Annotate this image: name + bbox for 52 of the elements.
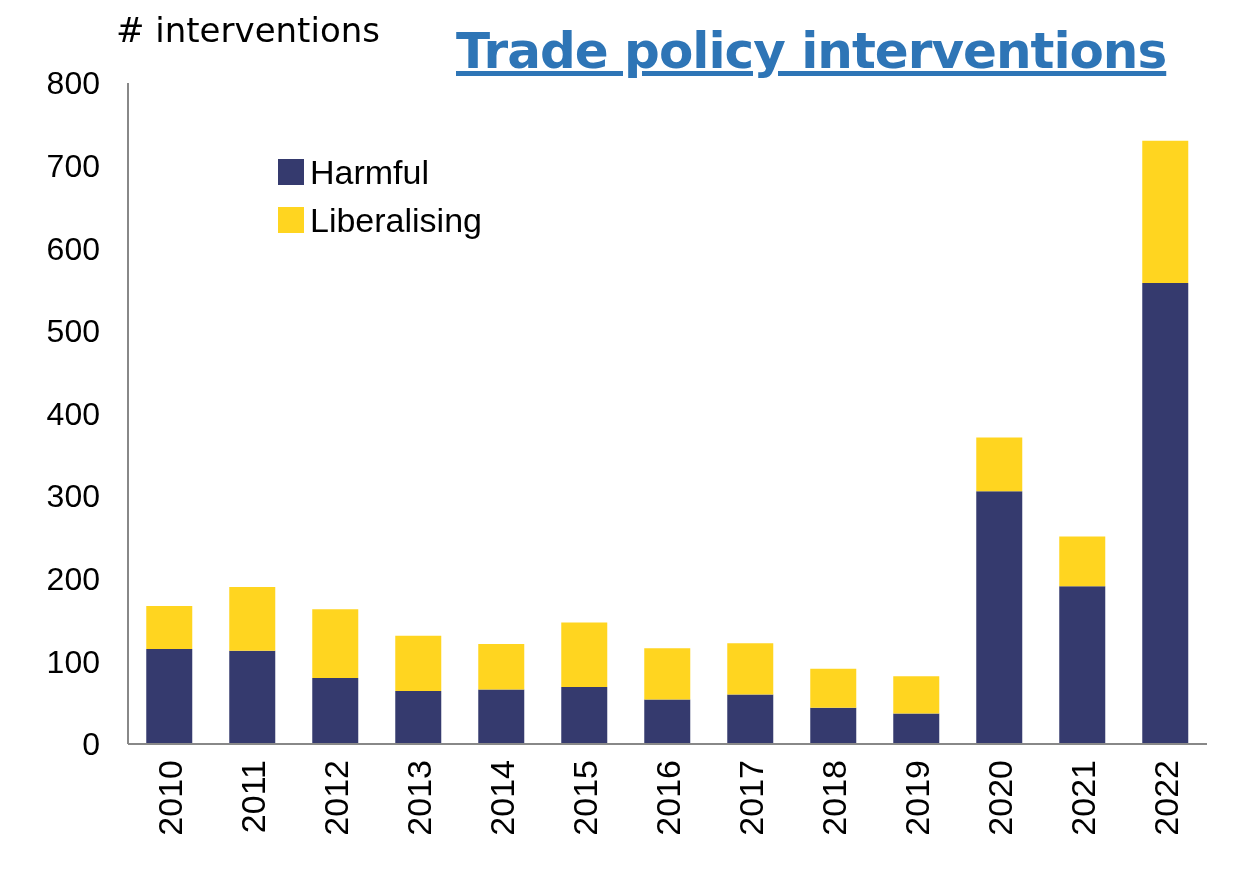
legend-label: Harmful bbox=[310, 152, 430, 193]
bar bbox=[312, 677, 359, 744]
bar bbox=[976, 491, 1023, 744]
y-tick-label: 600 bbox=[46, 230, 100, 267]
x-tick-label: 2021 bbox=[1063, 760, 1102, 836]
bar bbox=[312, 609, 359, 678]
y-tick-label: 400 bbox=[46, 395, 100, 432]
bar bbox=[146, 648, 193, 744]
bar bbox=[1059, 586, 1106, 744]
bar bbox=[727, 643, 774, 695]
x-tick-label: 2010 bbox=[150, 760, 189, 836]
bar bbox=[229, 587, 276, 651]
y-tick-label: 0 bbox=[82, 726, 100, 763]
y-tick-label: 300 bbox=[46, 478, 100, 515]
bar bbox=[1142, 140, 1189, 283]
bar bbox=[395, 691, 442, 744]
bar bbox=[1059, 536, 1106, 587]
bar bbox=[478, 689, 525, 744]
x-tick-label: 2020 bbox=[980, 760, 1019, 836]
y-axis-title: # interventions bbox=[116, 10, 380, 50]
bar bbox=[395, 635, 442, 692]
bar bbox=[644, 648, 691, 700]
bar bbox=[810, 707, 857, 744]
bar bbox=[1142, 282, 1189, 744]
x-tick-label: 2018 bbox=[814, 760, 853, 836]
bar bbox=[146, 606, 193, 649]
bar bbox=[478, 644, 525, 690]
y-tick-label: 100 bbox=[46, 643, 100, 680]
x-tick-label: 2017 bbox=[731, 760, 770, 836]
legend-label: Liberalising bbox=[310, 200, 482, 241]
bar bbox=[893, 713, 940, 744]
y-tick-label: 700 bbox=[46, 147, 100, 184]
bar bbox=[976, 437, 1023, 492]
bar bbox=[229, 650, 276, 744]
bar bbox=[561, 622, 608, 687]
x-tick-label: 2013 bbox=[399, 760, 438, 836]
bar bbox=[561, 686, 608, 744]
chart-title: Trade policy interventions bbox=[456, 22, 1167, 80]
x-tick-label: 2019 bbox=[897, 760, 936, 836]
x-tick-label: 2011 bbox=[233, 760, 272, 834]
x-tick-label: 2015 bbox=[565, 760, 604, 836]
bar bbox=[810, 668, 857, 708]
x-tick-label: 2016 bbox=[648, 760, 687, 836]
y-tick-label: 200 bbox=[46, 561, 100, 598]
x-tick-label: 2014 bbox=[482, 760, 521, 836]
bar bbox=[644, 699, 691, 744]
x-tick-label: 2022 bbox=[1146, 760, 1185, 836]
y-tick-label: 500 bbox=[46, 313, 100, 350]
bar bbox=[893, 676, 940, 714]
bar bbox=[727, 694, 774, 744]
y-tick-label: 800 bbox=[46, 65, 100, 102]
x-tick-label: 2012 bbox=[316, 760, 355, 836]
